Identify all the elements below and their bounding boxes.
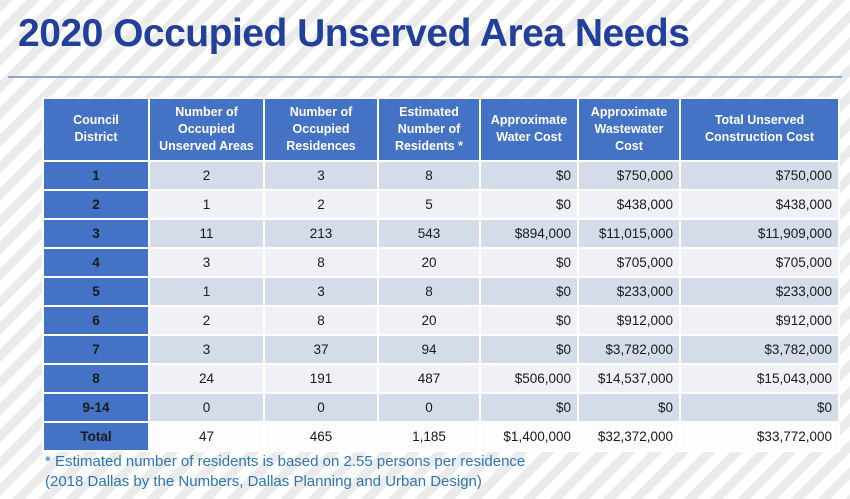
count-cell: 8 <box>263 304 379 336</box>
cost-cell: $3,782,000 <box>679 333 840 365</box>
district-cell: 1 <box>42 159 150 191</box>
count-cell: 20 <box>377 304 481 336</box>
district-cell: Total <box>42 420 150 452</box>
count-cell: 20 <box>377 246 481 278</box>
page-title: 2020 Occupied Unserved Area Needs <box>18 12 690 55</box>
count-cell: 0 <box>148 391 265 423</box>
table-row: 5 1 3 8 $0 $233,000 $233,000 <box>42 275 840 307</box>
column-header-occupied-residences: Number of Occupied Residences <box>263 97 379 162</box>
count-cell: 191 <box>263 362 379 394</box>
count-cell: 1 <box>148 275 265 307</box>
cost-cell: $750,000 <box>577 159 681 191</box>
district-cell: 7 <box>42 333 150 365</box>
cost-cell: $15,043,000 <box>679 362 840 394</box>
count-cell: 0 <box>263 391 379 423</box>
count-cell: 2 <box>148 159 265 191</box>
cost-cell: $438,000 <box>679 188 840 220</box>
count-cell: 47 <box>148 420 265 452</box>
count-cell: 94 <box>377 333 481 365</box>
cost-cell: $32,372,000 <box>577 420 681 452</box>
column-header-occupied-unserved-areas: Number of Occupied Unserved Areas <box>148 97 265 162</box>
district-cell: 9-14 <box>42 391 150 423</box>
cost-cell: $0 <box>479 188 579 220</box>
table-header-row: Council District Number of Occupied Unse… <box>42 97 840 162</box>
title-underline <box>8 76 842 78</box>
count-cell: 465 <box>263 420 379 452</box>
count-cell: 3 <box>263 159 379 191</box>
count-cell: 487 <box>377 362 481 394</box>
count-cell: 3 <box>148 333 265 365</box>
column-header-wastewater-cost: Approximate Wastewater Cost <box>577 97 681 162</box>
count-cell: 24 <box>148 362 265 394</box>
table-row: 4 3 8 20 $0 $705,000 $705,000 <box>42 246 840 278</box>
table-row: 3 11 213 543 $894,000 $11,015,000 $11,909,000 <box>42 217 840 249</box>
count-cell: 2 <box>263 188 379 220</box>
cost-cell: $705,000 <box>679 246 840 278</box>
column-header-estimated-residents: Estimated Number of Residents * <box>377 97 481 162</box>
table-row: 6 2 8 20 $0 $912,000 $912,000 <box>42 304 840 336</box>
cost-cell: $11,015,000 <box>577 217 681 249</box>
count-cell: 11 <box>148 217 265 249</box>
cost-cell: $33,772,000 <box>679 420 840 452</box>
cost-cell: $750,000 <box>679 159 840 191</box>
count-cell: 3 <box>263 275 379 307</box>
district-cell: 6 <box>42 304 150 336</box>
cost-cell: $0 <box>679 391 840 423</box>
count-cell: 1 <box>148 188 265 220</box>
district-cell: 8 <box>42 362 150 394</box>
count-cell: 1,185 <box>377 420 481 452</box>
count-cell: 5 <box>377 188 481 220</box>
footnote-line-1: * Estimated number of residents is based… <box>45 453 526 470</box>
count-cell: 0 <box>377 391 481 423</box>
count-cell: 8 <box>377 275 481 307</box>
cost-cell: $506,000 <box>479 362 579 394</box>
cost-cell: $1,400,000 <box>479 420 579 452</box>
district-cell: 2 <box>42 188 150 220</box>
cost-cell: $705,000 <box>577 246 681 278</box>
cost-cell: $3,782,000 <box>577 333 681 365</box>
cost-cell: $438,000 <box>577 188 681 220</box>
column-header-council-district: Council District <box>42 97 150 162</box>
count-cell: 213 <box>263 217 379 249</box>
district-cell: 4 <box>42 246 150 278</box>
cost-cell: $0 <box>479 246 579 278</box>
cost-cell: $233,000 <box>679 275 840 307</box>
footnote: * Estimated number of residents is based… <box>45 452 525 492</box>
cost-cell: $14,537,000 <box>577 362 681 394</box>
count-cell: 3 <box>148 246 265 278</box>
count-cell: 8 <box>263 246 379 278</box>
cost-cell: $0 <box>479 304 579 336</box>
unserved-area-needs-table: Council District Number of Occupied Unse… <box>42 97 840 452</box>
cost-cell: $912,000 <box>577 304 681 336</box>
table-row: Total 47 465 1,185 $1,400,000 $32,372,000 $33,… <box>42 420 840 452</box>
cost-cell: $0 <box>479 333 579 365</box>
cost-cell: $0 <box>479 275 579 307</box>
table-row: 8 24 191 487 $506,000 $14,537,000 $15,043,000 <box>42 362 840 394</box>
cost-cell: $894,000 <box>479 217 579 249</box>
count-cell: 543 <box>377 217 481 249</box>
table-body: 1 2 3 8 $0 $750,000 $750,000 2 1 2 5 $0 $438,000 $438… <box>42 159 840 452</box>
cost-cell: $912,000 <box>679 304 840 336</box>
count-cell: 8 <box>377 159 481 191</box>
table-row: 7 3 37 94 $0 $3,782,000 $3,782,000 <box>42 333 840 365</box>
cost-cell: $0 <box>577 391 681 423</box>
cost-cell: $0 <box>479 159 579 191</box>
district-cell: 3 <box>42 217 150 249</box>
footnote-line-2: (2018 Dallas by the Numbers, Dallas Plan… <box>45 472 482 490</box>
cost-cell: $0 <box>479 391 579 423</box>
district-cell: 5 <box>42 275 150 307</box>
count-cell: 37 <box>263 333 379 365</box>
table-row: 9-14 0 0 0 $0 $0 $0 <box>42 391 840 423</box>
table-row: 2 1 2 5 $0 $438,000 $438,000 <box>42 188 840 220</box>
count-cell: 2 <box>148 304 265 336</box>
cost-cell: $233,000 <box>577 275 681 307</box>
cost-cell: $11,909,000 <box>679 217 840 249</box>
table-row: 1 2 3 8 $0 $750,000 $750,000 <box>42 159 840 191</box>
column-header-water-cost: Approximate Water Cost <box>479 97 579 162</box>
column-header-total-construction-cost: Total Unserved Construction Cost <box>679 97 840 162</box>
